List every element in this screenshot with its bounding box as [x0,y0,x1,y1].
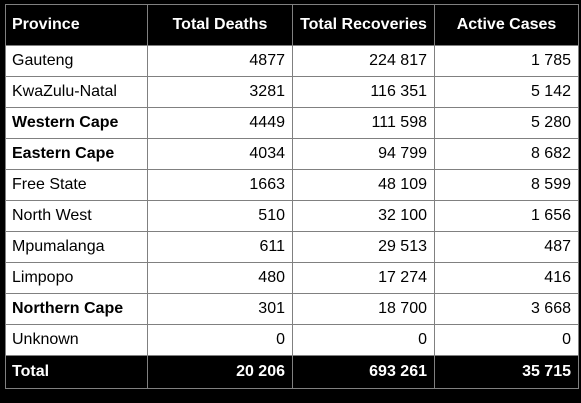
total-recoveries: 693 261 [292,355,435,389]
cell-total-deaths: 510 [147,200,293,232]
table-container: Province Total Deaths Total Recoveries A… [5,4,579,389]
total-deaths: 20 206 [147,355,293,389]
table-row: North West 510 32 100 1 656 [5,200,579,232]
cell-total-deaths: 611 [147,231,293,263]
table-row: KwaZulu-Natal 3281 116 351 5 142 [5,76,579,108]
cell-active-cases: 1 785 [434,45,579,77]
column-header-province: Province [5,4,148,46]
province-stats-table: Province Total Deaths Total Recoveries A… [5,4,579,389]
cell-province: Western Cape [5,107,148,139]
cell-total-recoveries: 17 274 [292,262,435,294]
cell-province: Eastern Cape [5,138,148,170]
cell-total-deaths: 0 [147,324,293,356]
cell-total-recoveries: 224 817 [292,45,435,77]
cell-province: Limpopo [5,262,148,294]
cell-province: Mpumalanga [5,231,148,263]
cell-active-cases: 1 656 [434,200,579,232]
cell-active-cases: 0 [434,324,579,356]
cell-total-deaths: 1663 [147,169,293,201]
total-active-cases: 35 715 [434,355,579,389]
total-label: Total [5,355,148,389]
table-row: Western Cape 4449 111 598 5 280 [5,107,579,139]
table-row: Unknown 0 0 0 [5,324,579,356]
column-header-total-deaths: Total Deaths [147,4,293,46]
cell-active-cases: 5 142 [434,76,579,108]
cell-active-cases: 3 668 [434,293,579,325]
cell-province: KwaZulu-Natal [5,76,148,108]
cell-total-deaths: 301 [147,293,293,325]
column-header-total-recoveries: Total Recoveries [292,4,435,46]
cell-total-recoveries: 48 109 [292,169,435,201]
header-row: Province Total Deaths Total Recoveries A… [5,4,579,46]
cell-province: Northern Cape [5,293,148,325]
cell-total-recoveries: 29 513 [292,231,435,263]
cell-total-recoveries: 0 [292,324,435,356]
table-footer: Total 20 206 693 261 35 715 [5,355,579,389]
cell-active-cases: 5 280 [434,107,579,139]
table-row: Northern Cape 301 18 700 3 668 [5,293,579,325]
table-body: Gauteng 4877 224 817 1 785 KwaZulu-Natal 3281… [5,45,579,356]
cell-active-cases: 8 599 [434,169,579,201]
cell-total-deaths: 3281 [147,76,293,108]
column-header-active-cases: Active Cases [434,4,579,46]
cell-total-deaths: 4034 [147,138,293,170]
cell-province: Free State [5,169,148,201]
cell-total-recoveries: 116 351 [292,76,435,108]
table-row: Limpopo 480 17 274 416 [5,262,579,294]
cell-active-cases: 416 [434,262,579,294]
table-row: Free State 1663 48 109 8 599 [5,169,579,201]
cell-total-recoveries: 18 700 [292,293,435,325]
table-row: Gauteng 4877 224 817 1 785 [5,45,579,77]
cell-total-recoveries: 94 799 [292,138,435,170]
table-row: Mpumalanga 611 29 513 487 [5,231,579,263]
cell-active-cases: 8 682 [434,138,579,170]
cell-total-recoveries: 32 100 [292,200,435,232]
total-row: Total 20 206 693 261 35 715 [5,355,579,389]
cell-active-cases: 487 [434,231,579,263]
table-header: Province Total Deaths Total Recoveries A… [5,4,579,46]
cell-province: Gauteng [5,45,148,77]
cell-province: Unknown [5,324,148,356]
cell-total-deaths: 480 [147,262,293,294]
cell-province: North West [5,200,148,232]
cell-total-deaths: 4877 [147,45,293,77]
cell-total-recoveries: 111 598 [292,107,435,139]
table-row: Eastern Cape 4034 94 799 8 682 [5,138,579,170]
cell-total-deaths: 4449 [147,107,293,139]
